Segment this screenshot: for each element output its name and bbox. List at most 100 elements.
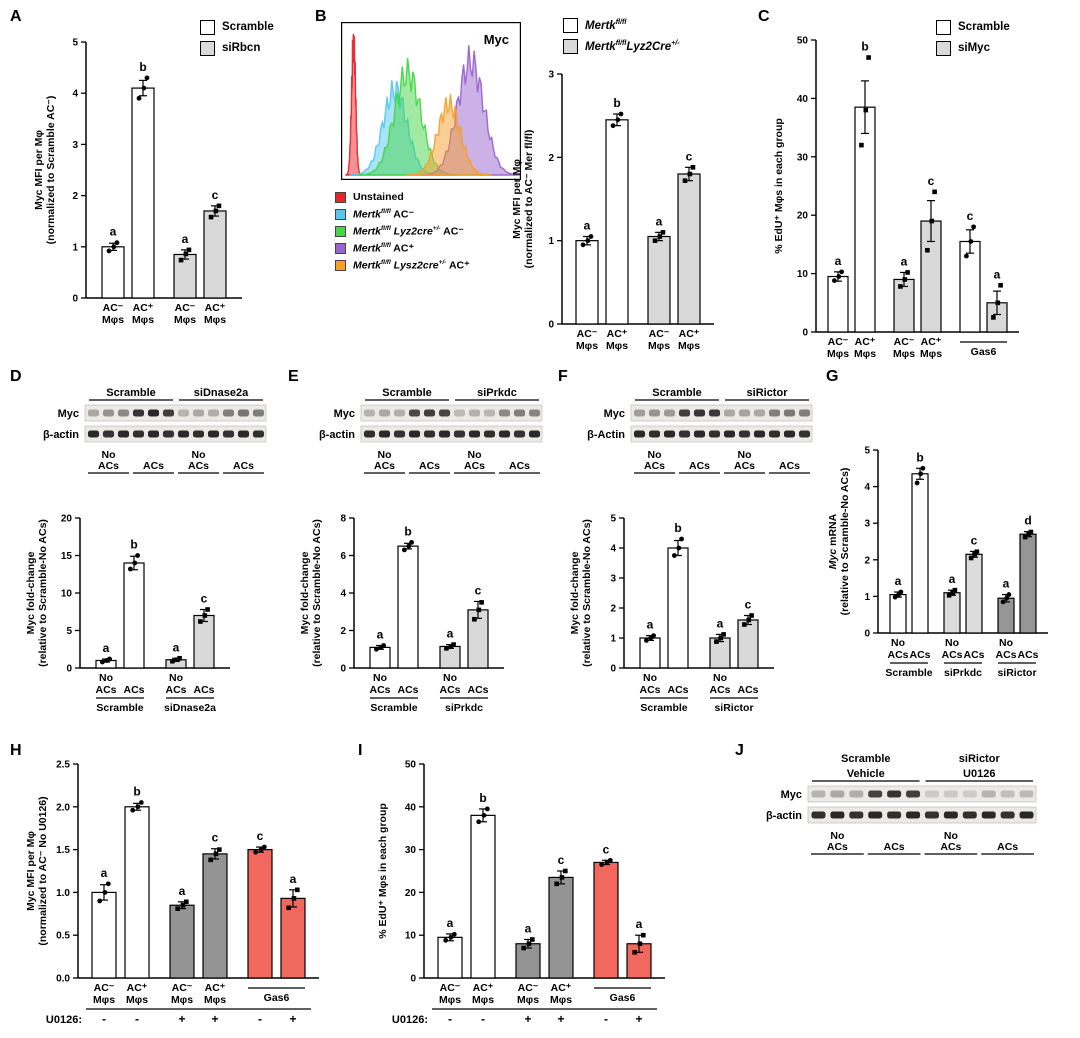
legend-label: Mertkfl/flLyz2Cre+/- — [585, 38, 680, 53]
panel-J: J Scramble siRictor Vehicle U0126 Myc β-actin… — [735, 742, 1070, 942]
svg-text:1.0: 1.0 — [56, 888, 70, 899]
svg-text:AC⁻: AC⁻ — [440, 982, 461, 994]
svg-text:c: c — [201, 592, 208, 606]
svg-text:40: 40 — [405, 802, 417, 813]
svg-text:a: a — [647, 618, 654, 632]
svg-text:a: a — [377, 628, 384, 642]
svg-text:No: No — [192, 449, 206, 461]
panel-letter-A: A — [10, 8, 22, 25]
svg-text:AC⁻: AC⁻ — [577, 328, 598, 340]
svg-text:c: c — [967, 209, 974, 223]
legend-swatch-scramble — [200, 20, 215, 35]
svg-text:1: 1 — [72, 242, 78, 253]
svg-text:2: 2 — [548, 153, 554, 164]
svg-text:ACs: ACs — [779, 460, 800, 472]
panel-letter-F: F — [558, 368, 568, 385]
svg-text:-: - — [135, 1012, 139, 1026]
svg-text:50: 50 — [797, 36, 809, 47]
svg-text:2: 2 — [610, 604, 616, 615]
panel-letter-H: H — [10, 742, 22, 759]
svg-text:20: 20 — [405, 888, 417, 899]
svg-text:0: 0 — [802, 328, 808, 339]
svg-text:ACs: ACs — [193, 684, 214, 696]
legend-label: Mertkfl/fl AC⁻ — [353, 207, 415, 221]
svg-text:ACs: ACs — [737, 684, 758, 696]
legend-B: Mertkfl/fl Mertkfl/flLyz2Cre+/- — [563, 18, 680, 54]
svg-text:3: 3 — [610, 574, 616, 585]
svg-text:a: a — [895, 574, 902, 588]
svg-text:AC⁺: AC⁺ — [133, 302, 154, 314]
legend-item: Scramble — [936, 20, 1010, 35]
svg-text:No: No — [373, 672, 387, 684]
panel-D: D Scramble siDnase2a Myc β-actin No ACs ACs No A… — [10, 368, 278, 730]
svg-text:a: a — [447, 627, 454, 641]
panel-letter-G: G — [826, 368, 839, 385]
svg-text:Mφs: Mφs — [550, 994, 572, 1006]
svg-text:30: 30 — [797, 152, 809, 163]
svg-text:(relative to Scramble-No ACs): (relative to Scramble-No ACs) — [839, 468, 851, 616]
svg-text:ACs: ACs — [419, 460, 440, 472]
svg-text:a: a — [901, 254, 908, 268]
legend-item: Mertkfl/fl Lyz2cre+/- AC⁻ — [335, 225, 464, 238]
svg-text:AC⁺: AC⁺ — [679, 328, 700, 340]
svg-text:c: c — [475, 583, 482, 597]
svg-text:a: a — [584, 219, 591, 233]
svg-text:ACs: ACs — [940, 841, 961, 853]
svg-text:β-actin: β-actin — [319, 429, 355, 441]
legend-label: Mertkfl/fl — [585, 17, 627, 32]
svg-text:Myc: Myc — [334, 408, 355, 420]
svg-text:ACs: ACs — [143, 460, 164, 472]
svg-text:a: a — [717, 616, 724, 630]
svg-text:2.0: 2.0 — [56, 802, 70, 813]
svg-text:AC⁻: AC⁻ — [175, 302, 196, 314]
svg-text:ACs: ACs — [941, 649, 962, 661]
svg-text:20: 20 — [61, 514, 73, 525]
svg-text:-: - — [102, 1012, 106, 1026]
svg-text:-: - — [481, 1012, 485, 1026]
svg-text:Myc fold-change: Myc fold-change — [299, 551, 311, 634]
panel-letter-D: D — [10, 368, 22, 385]
svg-text:4: 4 — [864, 482, 870, 493]
svg-text:Mφs: Mφs — [204, 314, 226, 326]
svg-text:ACs: ACs — [397, 684, 418, 696]
svg-text:b: b — [139, 60, 146, 74]
svg-text:(relative to Scramble-No ACs): (relative to Scramble-No ACs) — [581, 519, 593, 667]
bar-chart-G: 0 1 2 3 4 5 Myc mRNA (relative to Scramble-No A… — [827, 446, 1048, 679]
svg-text:U0126:: U0126: — [46, 1014, 82, 1026]
svg-text:ACs: ACs — [233, 460, 254, 472]
svg-text:2: 2 — [72, 191, 78, 202]
svg-text:No: No — [468, 449, 482, 461]
svg-text:Scramble: Scramble — [106, 387, 156, 399]
svg-text:4: 4 — [72, 89, 78, 100]
svg-text:c: c — [971, 533, 978, 547]
svg-text:No: No — [945, 637, 959, 649]
svg-text:6: 6 — [340, 551, 346, 562]
svg-text:AC⁺: AC⁺ — [607, 328, 628, 340]
svg-text:Mφs: Mφs — [204, 994, 226, 1006]
svg-text:AC⁺: AC⁺ — [855, 336, 876, 348]
svg-text:AC⁻: AC⁻ — [103, 302, 124, 314]
legend-C: Scramble siMyc — [936, 20, 1010, 56]
legend-swatch-siMyc — [936, 41, 951, 56]
svg-text:Myc: Myc — [604, 408, 625, 420]
legend-item: Mertkfl/fl AC⁻ — [335, 208, 414, 221]
svg-text:Mφs: Mφs — [648, 340, 670, 352]
svg-text:Scramble: Scramble — [885, 667, 932, 679]
legend-item: siMyc — [936, 41, 990, 56]
svg-text:AC⁺: AC⁺ — [127, 982, 148, 994]
legend-swatch-siRbcn — [200, 41, 215, 56]
svg-text:AC⁻: AC⁻ — [94, 982, 115, 994]
svg-text:Scramble: Scramble — [382, 387, 432, 399]
bar-chart-F: 0 1 2 3 4 5 Myc fold-change (relative to Scramb… — [569, 514, 774, 714]
svg-text:No: No — [443, 672, 457, 684]
svg-text:Scramble: Scramble — [96, 702, 143, 714]
svg-text:a: a — [103, 641, 110, 655]
svg-text:+: + — [178, 1012, 185, 1026]
svg-text:Mφs: Mφs — [678, 340, 700, 352]
svg-text:AC⁻: AC⁻ — [649, 328, 670, 340]
svg-text:a: a — [656, 214, 663, 228]
